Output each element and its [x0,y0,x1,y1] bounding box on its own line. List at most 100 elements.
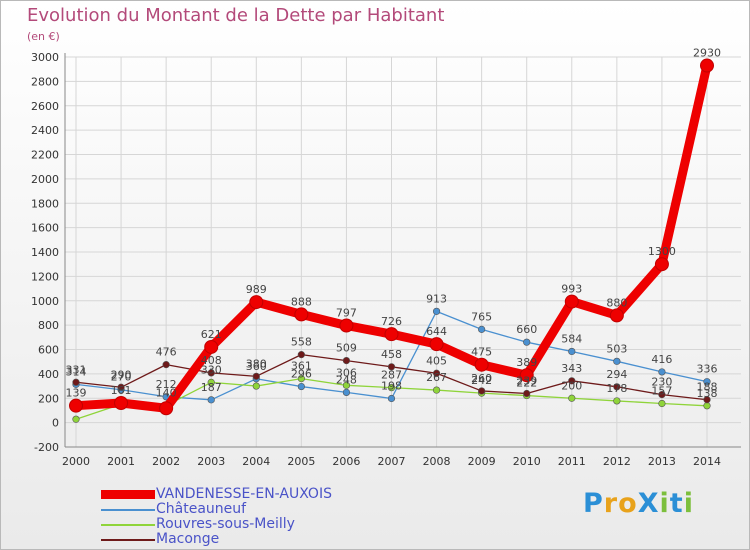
y-tick-label: 200 [38,392,59,405]
x-tick-label: 2000 [62,455,90,468]
x-tick-label: 2001 [107,455,135,468]
data-label: 380 [246,357,267,370]
series-point-3 [432,369,441,377]
logo-letter: X [637,488,660,519]
data-label: 993 [561,283,582,296]
series-point-3 [523,389,531,398]
data-label: 239 [516,374,537,387]
x-tick-label: 2002 [152,455,180,468]
x-tick-label: 2005 [287,455,315,468]
legend-swatch-maconge [101,539,155,541]
x-tick-label: 2013 [648,455,676,468]
legend-label-maconge: Maconge [156,531,220,547]
chart-title: Evolution du Montant de la Dette par Hab… [27,5,445,26]
series-point-1 [523,338,531,346]
x-tick-label: 2009 [468,455,496,468]
data-label: 408 [201,354,222,367]
series-point-0 [700,58,714,73]
legend-item-rouvres: Rouvres-sous-Meilly [101,516,401,533]
data-label: 644 [426,325,447,338]
data-label: 306 [336,366,357,379]
data-label: 797 [336,306,357,319]
series-point-2 [432,386,441,394]
data-label: 330 [201,363,222,376]
x-tick-label: 2008 [423,455,451,468]
series-point-0 [114,396,129,411]
series-point-0 [564,294,579,309]
legend-swatch-chateauneuf [101,509,155,511]
data-label: 178 [606,382,627,395]
logo-letter: o [618,488,638,519]
y-tick-label: 2200 [31,149,59,162]
data-label: 405 [426,354,447,367]
y-tick-label: 2000 [31,173,59,186]
series-point-2 [342,381,351,389]
data-label: 296 [291,368,312,381]
series-point-0 [249,295,264,310]
series-point-1 [613,357,621,365]
data-label: 314 [66,365,87,378]
data-label: 361 [291,360,312,373]
data-label: 248 [336,373,357,386]
data-label: 343 [561,362,582,375]
data-label: 187 [201,381,222,394]
y-tick-label: 800 [38,319,59,332]
unit-label: (en €) [27,30,60,43]
series-point-0 [294,307,309,322]
legend-label-vandenesse: VANDENESSE-EN-AUXOIS [156,486,332,502]
series-point-1 [387,394,396,403]
data-label: 198 [381,379,402,392]
legend-swatch-rouvres [101,524,155,526]
series-point-0 [69,398,83,413]
legend-label-rouvres: Rouvres-sous-Meilly [156,516,295,532]
series-point-2 [387,384,396,392]
data-label: 621 [201,328,222,341]
logo-letter: i [659,488,670,519]
data-label: 584 [561,332,582,345]
series-point-2 [658,399,666,408]
data-label: 2930 [693,47,721,60]
data-label: 336 [697,363,718,376]
series-point-3 [703,396,711,404]
y-tick-label: 1400 [31,246,59,259]
data-label: 360 [246,360,267,373]
data-label: 200 [561,379,582,392]
data-label: 1300 [648,245,676,258]
series-point-1 [432,307,441,315]
legend-swatch-vandenesse [101,490,155,499]
series-point-0 [474,357,489,372]
y-tick-label: 1800 [31,197,59,210]
series-point-1 [207,396,215,404]
x-tick-label: 2006 [332,455,360,468]
y-tick-label: 1200 [31,270,59,283]
series-point-3 [658,390,666,399]
series-point-1 [342,388,351,397]
data-label: 222 [516,377,537,390]
x-tick-label: 2004 [242,455,270,468]
series-point-0 [654,257,669,272]
data-label: 188 [697,381,718,394]
data-label: 230 [651,376,672,389]
data-label: 660 [516,323,537,336]
data-label: 475 [471,346,492,359]
x-tick-label: 2010 [513,455,541,468]
logo-letter: t [669,488,684,519]
data-label: 389 [516,356,537,369]
y-tick-label: 1000 [31,295,59,308]
series-point-3 [117,383,125,391]
data-label: 416 [651,353,672,366]
series-point-3 [613,383,621,391]
y-tick-label: 0 [52,417,59,430]
x-tick-label: 2014 [693,455,721,468]
logo-letter: i [683,488,694,519]
x-tick-label: 2007 [378,455,406,468]
data-label: 458 [381,348,402,361]
data-label: 880 [606,296,627,309]
logo-letter: P [583,488,604,519]
data-label: 212 [156,378,177,391]
data-label: 267 [426,371,447,384]
series-point-3 [568,377,576,385]
data-label: 161 [111,384,132,397]
legend-item-maconge: Maconge [101,531,401,548]
